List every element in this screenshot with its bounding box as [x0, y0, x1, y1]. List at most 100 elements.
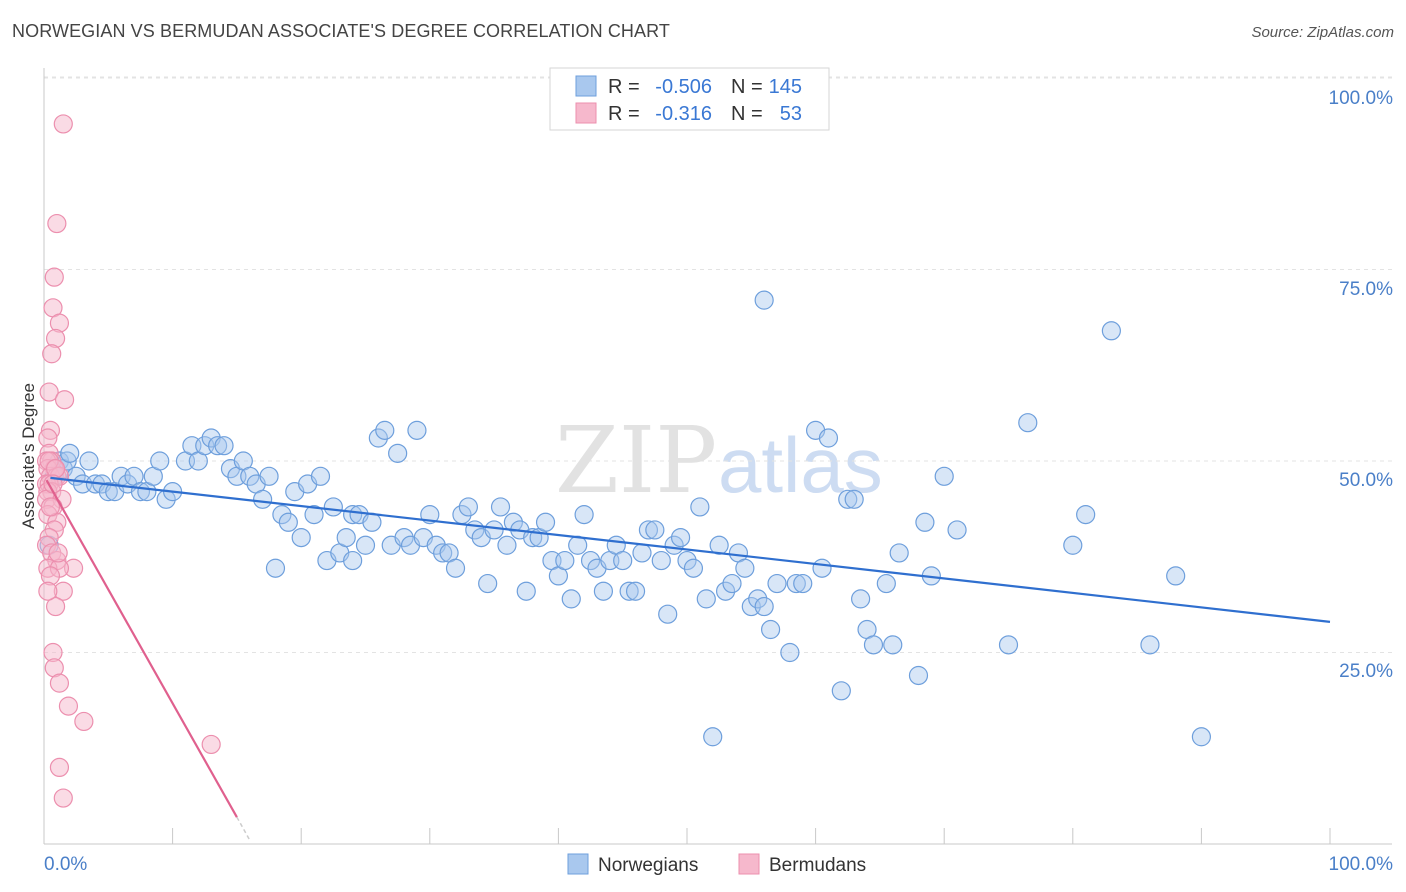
norwegians-point-140	[1140, 635, 1160, 655]
norwegians-point-137	[1063, 535, 1083, 555]
norwegians-point-119	[812, 558, 832, 578]
norwegians-point-42	[304, 505, 324, 525]
norwegians-point-143	[754, 596, 774, 617]
norwegians-point-117	[793, 573, 813, 594]
series-legend: Norwegians Bermudans	[567, 853, 866, 876]
x-axis-ticks	[172, 828, 1331, 844]
norwegians-trend-line	[50, 476, 1331, 623]
norwegians-point-93	[632, 543, 652, 563]
norwegians-point-127	[876, 573, 896, 594]
norwegians-point-136	[1018, 413, 1038, 433]
norwegians-point-48	[343, 505, 363, 525]
norwegians-point-52	[368, 428, 388, 448]
bermudans-point-51	[38, 581, 58, 601]
bottom-legend-swatch-norwegians	[567, 853, 589, 875]
norwegians-point-34	[253, 489, 273, 509]
norwegians-point-141	[1166, 566, 1186, 586]
norwegians-point-71	[490, 497, 511, 517]
bermudans-point-2	[44, 267, 64, 287]
norwegians-point-101	[683, 558, 704, 578]
norwegians-point-8	[79, 451, 99, 471]
norwegians-point-124	[851, 589, 871, 609]
norwegians-point-40	[291, 527, 311, 548]
legend-r-value-norwegians: -0.506	[655, 76, 712, 98]
bermudans-point-6	[42, 344, 62, 364]
norwegians-point-98	[664, 535, 684, 555]
legend-r-label-norwegians: R =	[608, 76, 640, 98]
norwegians-point-90	[613, 550, 633, 571]
x-tick-label-100: 100.0%	[1329, 854, 1394, 875]
bermudans-point-38	[45, 596, 66, 617]
norwegians-point-94	[638, 520, 659, 540]
bermudans-point-1	[47, 213, 67, 234]
source-credit: Source: ZipAtlas.com	[1251, 24, 1394, 41]
norwegians-point-72	[497, 535, 517, 555]
norwegians-point-130	[908, 665, 929, 686]
norwegians-point-70	[484, 520, 504, 540]
norwegians-point-122	[838, 489, 858, 509]
norwegians-point-56	[394, 527, 414, 548]
bermudans-point-49	[40, 497, 61, 517]
norwegians-point-92	[625, 581, 646, 601]
y-tick-label-50: 50.0%	[1339, 470, 1393, 491]
legend-n-label-bermudans: N =	[731, 103, 763, 125]
norwegians-point-128	[883, 635, 903, 655]
norwegians-point-95	[645, 520, 665, 540]
bermudans-point-8	[54, 390, 75, 410]
bermudans-point-46	[201, 734, 221, 755]
norwegians-point-66	[458, 497, 478, 517]
bermudans-trend-line	[45, 479, 238, 818]
legend-n-value-norwegians: 145	[769, 76, 802, 98]
norwegians-point-28	[214, 436, 234, 456]
bermudans-trend-extension	[236, 816, 251, 841]
legend-swatch-norwegians	[575, 75, 597, 97]
norwegians-point-35	[259, 466, 279, 486]
norwegians-point-27	[208, 436, 228, 456]
norwegians-point-142	[1191, 727, 1212, 747]
legend-r-value-bermudans: -0.316	[655, 103, 712, 125]
norwegians-point-114	[767, 573, 787, 594]
norwegians-point-139	[1101, 321, 1121, 341]
norwegians-point-75	[516, 581, 536, 601]
chart-title: NORWEGIAN VS BERMUDAN ASSOCIATE'S DEGREE…	[12, 21, 671, 41]
y-tick-label-75: 75.0%	[1339, 279, 1393, 300]
norwegians-point-112	[754, 290, 774, 310]
norwegians-point-113	[760, 619, 781, 640]
norwegians-point-106	[715, 581, 736, 601]
norwegians-point-62	[433, 543, 453, 563]
norwegians-point-126	[863, 635, 884, 655]
norwegians-point-50	[355, 535, 376, 555]
norwegians-point-11	[98, 482, 118, 502]
norwegians-point-109	[735, 558, 755, 578]
norwegians-point-97	[658, 604, 678, 624]
x-tick-label-0: 0.0%	[44, 854, 87, 875]
gridlines	[44, 76, 1392, 653]
norwegians-point-123	[844, 489, 864, 509]
norwegians-point-104	[703, 727, 723, 747]
norwegians-point-38	[278, 512, 298, 532]
norwegians-point-53	[375, 420, 395, 440]
norwegians-point-134	[947, 520, 967, 540]
bermudans-points	[36, 114, 221, 808]
norwegians-point-105	[709, 535, 729, 555]
norwegians-point-107	[722, 573, 742, 594]
bermudans-point-42	[58, 696, 79, 716]
norwegians-point-5	[60, 443, 80, 463]
norwegians-point-19	[150, 451, 170, 471]
norwegians-point-55	[388, 443, 408, 463]
norwegians-point-32	[240, 466, 260, 486]
norwegians-point-73	[503, 512, 523, 532]
norwegians-point-131	[915, 512, 935, 532]
norwegians-point-115	[780, 642, 800, 663]
norwegians-point-45	[323, 497, 343, 517]
norwegians-point-144	[343, 550, 363, 571]
bottom-legend-swatch-bermudans	[738, 853, 760, 875]
norwegians-point-82	[561, 589, 581, 609]
bermudans-point-43	[74, 711, 94, 732]
norwegians-points	[39, 290, 1212, 747]
bermudans-point-0	[53, 114, 73, 134]
bermudans-point-50	[48, 543, 68, 563]
y-axis-label: Associate's Degree	[19, 383, 38, 529]
legend-n-value-bermudans: 53	[780, 103, 802, 125]
bermudans-point-41	[49, 673, 70, 693]
